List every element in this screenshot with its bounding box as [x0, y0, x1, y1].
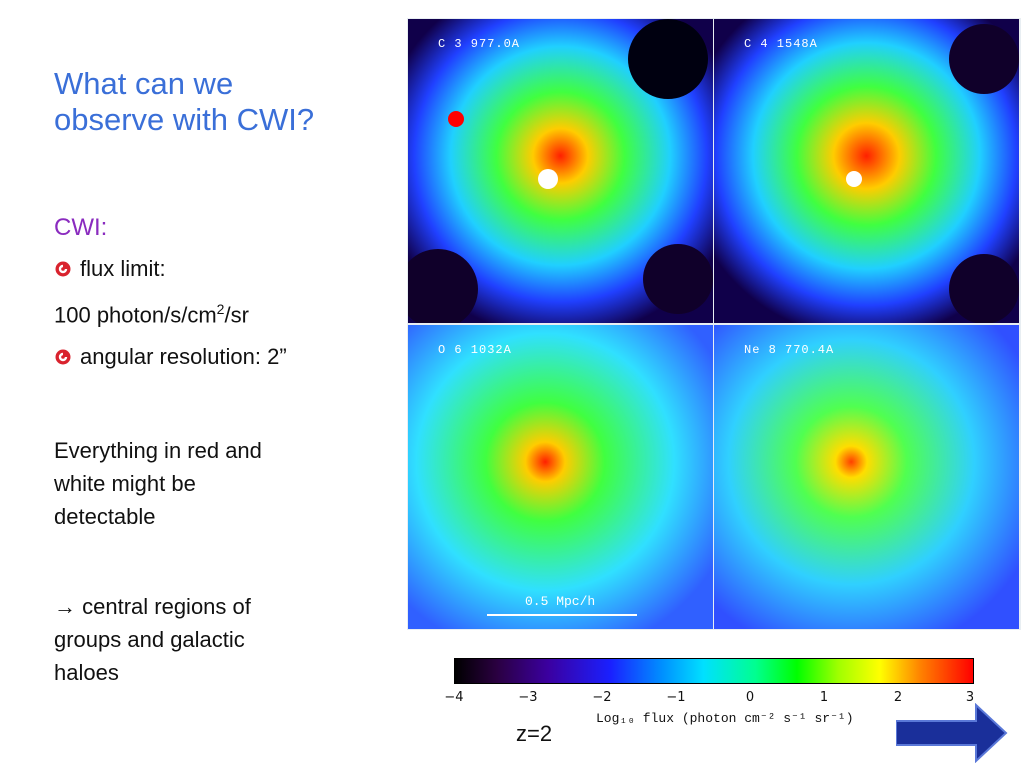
- flux-limit-value: 100 photon/s/cm2/sr: [54, 294, 249, 330]
- panel-label: Ne 8 770.4A: [744, 343, 835, 357]
- colorbar-tick: −3: [518, 690, 538, 705]
- swirl-bullet-icon: [55, 349, 71, 365]
- conclusion-text: central regions of groups and galactic h…: [54, 594, 251, 685]
- colorbar-tick: −1: [666, 690, 686, 705]
- colorbar-tick: 2: [893, 690, 903, 705]
- emission-map: [408, 19, 713, 323]
- redshift-label: z=2: [516, 721, 553, 746]
- angular-resolution-label: angular resolution: 2”: [80, 344, 287, 369]
- cwi-heading: CWI:: [54, 214, 108, 241]
- panel-ne8: Ne 8 770.4A: [714, 325, 1019, 629]
- colorbar-label: Log₁₀ flux (photon cm⁻² s⁻¹ sr⁻¹): [596, 711, 854, 726]
- next-slide-arrow-icon[interactable]: [896, 703, 1008, 763]
- colorbar-tick: 3: [965, 690, 975, 705]
- emission-map-grid: C 3 977.0A C 4 1548A O 6 1032A: [407, 18, 1021, 630]
- slide-title: What can we observe with CWI?: [54, 66, 315, 137]
- colorbar-tick: −2: [592, 690, 612, 705]
- emission-map: [408, 325, 713, 629]
- panel-c3: C 3 977.0A: [408, 19, 713, 323]
- scale-bar: [487, 614, 637, 616]
- colorbar: [454, 658, 974, 684]
- colorbar-tick: 0: [745, 690, 755, 705]
- panel-label: C 3 977.0A: [438, 37, 521, 51]
- panel-label: O 6 1032A: [438, 343, 512, 357]
- panel-c4: C 4 1548A: [714, 19, 1019, 323]
- colorbar-tick: −4: [444, 690, 464, 705]
- detectable-paragraph: Everything in red and white might be det…: [54, 438, 262, 529]
- bullet-flux-limit: flux limit:: [54, 254, 166, 284]
- flux-value-unit: /sr: [224, 302, 249, 328]
- flux-value-text: 100 photon/s/cm: [54, 302, 217, 328]
- colorbar-tick: 1: [819, 690, 829, 705]
- flux-limit-label: flux limit:: [80, 256, 166, 281]
- bullet-angular-resolution: angular resolution: 2”: [54, 342, 287, 372]
- conclusion-paragraph: → central regions of groups and galactic…: [54, 590, 354, 689]
- panel-label: C 4 1548A: [744, 37, 818, 51]
- scale-bar-label: 0.5 Mpc/h: [525, 594, 596, 609]
- flux-value-sup: 2: [216, 301, 225, 317]
- emission-map: [714, 19, 1019, 323]
- panel-o6: O 6 1032A: [408, 325, 713, 629]
- right-arrow-symbol: →: [54, 594, 76, 619]
- swirl-bullet-icon: [55, 261, 71, 277]
- emission-map: [714, 325, 1019, 629]
